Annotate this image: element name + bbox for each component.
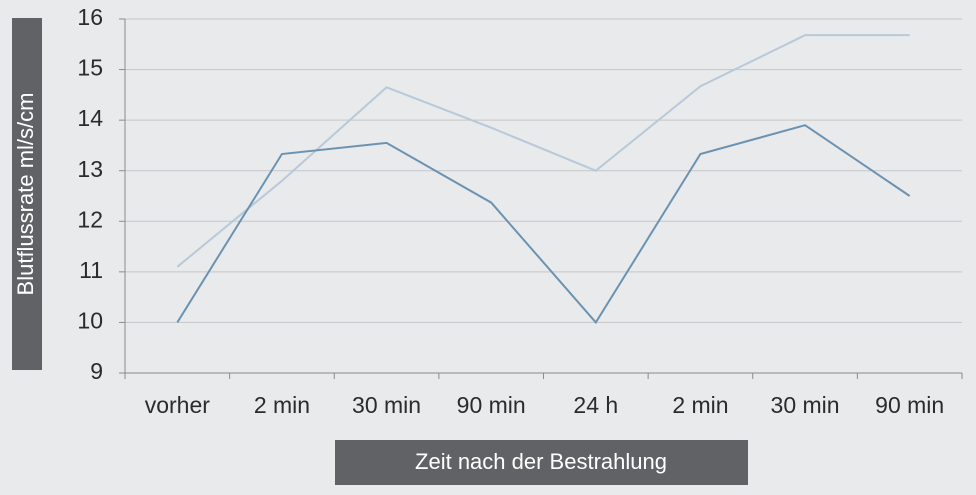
y-tick-label: 9 — [90, 358, 103, 384]
x-tick-label: 90 min — [875, 392, 944, 418]
x-tick-label: 90 min — [457, 392, 526, 418]
y-tick-label: 16 — [77, 4, 103, 30]
x-tick-label: 2 min — [254, 392, 310, 418]
y-tick-label: 10 — [77, 308, 103, 334]
x-axis-label: Zeit nach der Bestrahlung — [415, 449, 667, 474]
y-tick-label: 13 — [77, 156, 103, 182]
y-tick-label: 11 — [79, 257, 103, 283]
x-tick-label: 30 min — [352, 392, 421, 418]
x-label-box — [335, 440, 748, 485]
x-tick-label: 30 min — [771, 392, 840, 418]
x-tick-label: 2 min — [672, 392, 728, 418]
series-line — [176, 34, 910, 268]
x-tick-label: 24 h — [573, 392, 618, 418]
y-axis-label: Blutflussrate ml/s/cm — [13, 93, 38, 296]
x-tick-label: vorher — [145, 392, 211, 418]
series-line — [176, 124, 911, 325]
y-label-box — [12, 18, 42, 370]
y-tick-label: 15 — [77, 55, 103, 81]
y-tick-label: 14 — [77, 105, 103, 131]
y-tick-label: 12 — [77, 206, 103, 232]
